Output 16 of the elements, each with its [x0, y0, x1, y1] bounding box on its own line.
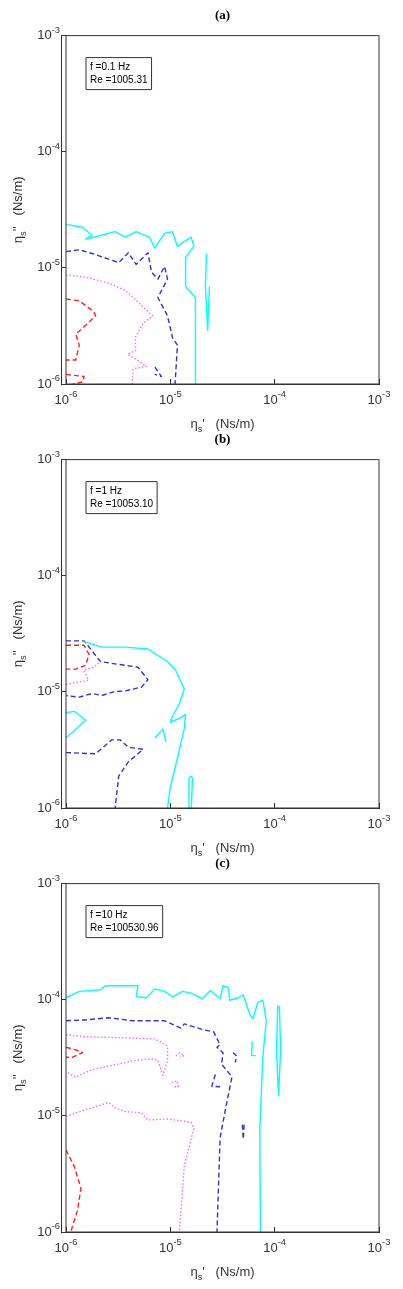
y-axis-title: ηs'' (Ns/m): [9, 600, 29, 668]
line-series: [66, 644, 90, 670]
chart-title: (a): [214, 7, 231, 23]
y-axis-title: ηs'' (Ns/m): [9, 176, 29, 244]
line-series: [66, 1149, 82, 1232]
y-axis-title: ηs'' (Ns/m): [9, 1024, 29, 1092]
annotation: Re =10053.10: [90, 497, 154, 509]
annotation: Re =1005.31: [90, 73, 148, 85]
line-series: [66, 1046, 84, 1058]
line-series: [66, 373, 85, 384]
annotation: f =1 Hz: [90, 484, 122, 496]
chart-title: (b): [214, 431, 231, 447]
annotation: f =0.1 Hz: [90, 60, 131, 72]
annotation: Re =100530.96: [90, 921, 160, 933]
annotation: f =10 Hz: [90, 908, 128, 920]
chart-title: (c): [215, 855, 230, 871]
